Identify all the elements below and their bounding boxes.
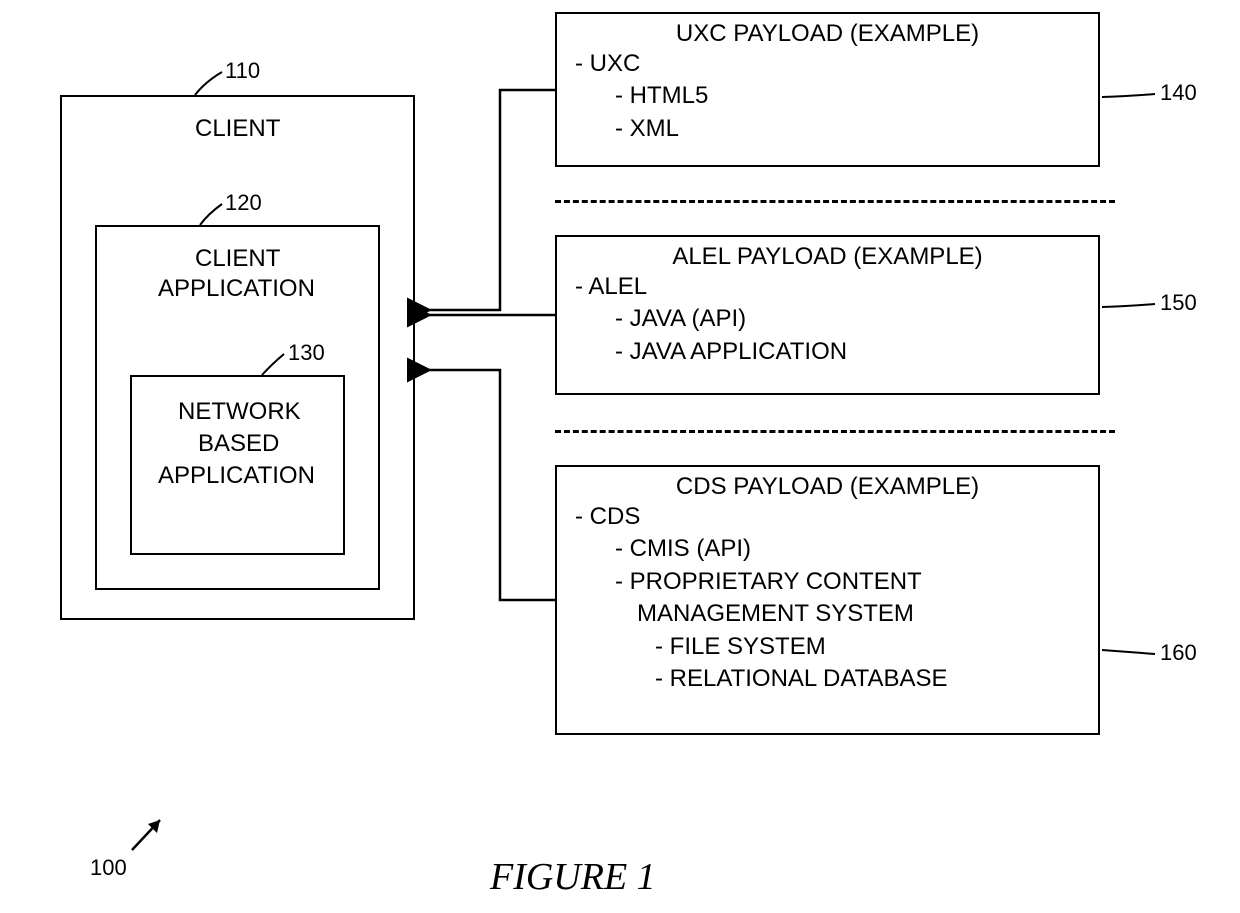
payload-line: - RELATIONAL DATABASE <box>575 663 1080 695</box>
network-app-label2: BASED <box>198 430 279 458</box>
client-app-label2: APPLICATION <box>158 275 315 303</box>
payload-line: - CMIS (API) <box>575 533 1080 565</box>
payload-line: - CDS <box>575 501 1080 533</box>
payload-line: - FILE SYSTEM <box>575 631 1080 663</box>
payload-line: - JAVA (API) <box>575 303 1080 335</box>
alel-title: ALEL PAYLOAD (EXAMPLE) <box>557 243 1098 271</box>
network-app-label3: APPLICATION <box>158 462 315 490</box>
cds-box: CDS PAYLOAD (EXAMPLE) - CDS- CMIS (API)-… <box>555 465 1100 735</box>
dash-line-1 <box>555 200 1115 203</box>
payload-line: - HTML5 <box>575 80 1080 112</box>
ref-110: 110 <box>225 58 260 84</box>
ref-150: 150 <box>1160 290 1197 316</box>
alel-box: ALEL PAYLOAD (EXAMPLE) - ALEL- JAVA (API… <box>555 235 1100 395</box>
payload-line: MANAGEMENT SYSTEM <box>575 598 1080 630</box>
payload-line: - ALEL <box>575 271 1080 303</box>
ref-100: 100 <box>90 855 127 881</box>
cds-body: - CDS- CMIS (API)- PROPRIETARY CONTENTMA… <box>557 501 1098 705</box>
uxc-body: - UXC- HTML5- XML <box>557 48 1098 155</box>
payload-line: - PROPRIETARY CONTENT <box>575 566 1080 598</box>
payload-line: - JAVA APPLICATION <box>575 336 1080 368</box>
ref-130: 130 <box>288 340 325 366</box>
uxc-box: UXC PAYLOAD (EXAMPLE) - UXC- HTML5- XML <box>555 12 1100 167</box>
client-label: CLIENT <box>195 115 280 143</box>
cds-title: CDS PAYLOAD (EXAMPLE) <box>557 473 1098 501</box>
payload-line: - XML <box>575 113 1080 145</box>
ref-140: 140 <box>1160 80 1197 106</box>
ref-120: 120 <box>225 190 262 216</box>
client-app-label1: CLIENT <box>195 245 280 273</box>
network-app-label1: NETWORK <box>178 398 301 426</box>
uxc-title: UXC PAYLOAD (EXAMPLE) <box>557 20 1098 48</box>
figure-title: FIGURE 1 <box>490 855 656 899</box>
ref-160: 160 <box>1160 640 1197 666</box>
alel-body: - ALEL- JAVA (API)- JAVA APPLICATION <box>557 271 1098 378</box>
dash-line-2 <box>555 430 1115 433</box>
payload-line: - UXC <box>575 48 1080 80</box>
